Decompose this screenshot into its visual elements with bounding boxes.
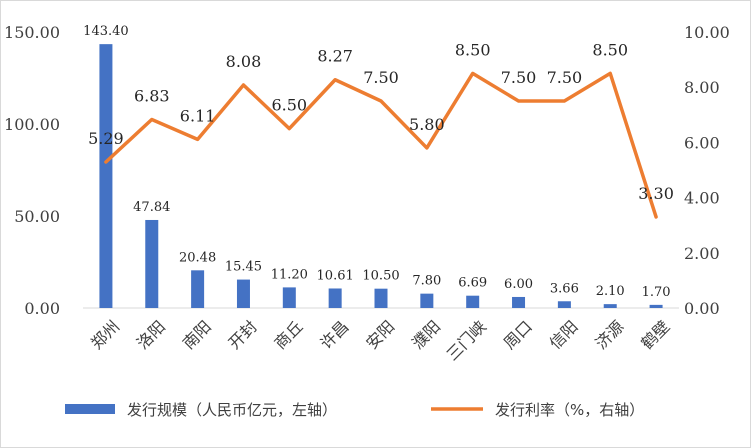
x-category-label: 鹤壁 xyxy=(637,317,673,353)
bar-data-label: 20.48 xyxy=(179,250,216,265)
x-category-label: 濮阳 xyxy=(408,317,444,353)
y-left-tick-label: 0.00 xyxy=(24,299,60,318)
x-category-label: 信阳 xyxy=(546,317,582,353)
x-category-label: 商丘 xyxy=(271,317,307,353)
bar-0 xyxy=(99,44,113,308)
line-data-label: 5.29 xyxy=(88,129,124,148)
y-left-tick-label: 100.00 xyxy=(4,115,60,134)
bar-data-label: 6.00 xyxy=(504,277,533,292)
x-category-label: 开封 xyxy=(225,317,261,353)
line-data-label: 8.50 xyxy=(455,40,491,59)
line-data-label: 7.50 xyxy=(363,68,399,87)
line-data-label: 8.50 xyxy=(592,40,628,59)
legend-bar-swatch xyxy=(65,404,115,414)
bar-data-label: 6.69 xyxy=(458,276,487,291)
line-data-label: 6.50 xyxy=(271,96,307,115)
x-category-label: 三门峡 xyxy=(443,317,490,364)
y-right-tick-label: 0.00 xyxy=(684,299,720,318)
y-left-tick-label: 150.00 xyxy=(4,23,60,42)
bar-5 xyxy=(328,288,342,308)
y-right-tick-label: 2.00 xyxy=(684,244,720,263)
bar-data-label: 15.45 xyxy=(225,260,262,275)
bar-3 xyxy=(236,279,250,308)
bar-data-label: 10.61 xyxy=(317,268,354,283)
y-right-tick-label: 8.00 xyxy=(684,78,720,97)
bar-data-label: 2.10 xyxy=(596,284,625,299)
line-data-label: 3.30 xyxy=(638,184,674,203)
line-data-label: 7.50 xyxy=(547,68,583,87)
bar-data-label: 11.20 xyxy=(271,267,308,282)
bar-data-label: 143.40 xyxy=(83,24,129,39)
bar-1 xyxy=(145,219,159,308)
line-data-label: 6.11 xyxy=(180,106,216,125)
bar-data-label: 10.50 xyxy=(362,269,399,284)
line-data-label: 7.50 xyxy=(501,68,537,87)
x-category-label: 郑州 xyxy=(87,317,123,353)
x-category-label: 南阳 xyxy=(179,317,215,353)
rate-line xyxy=(104,71,658,219)
bar-data-label: 1.70 xyxy=(642,285,671,300)
y-right-tick-label: 6.00 xyxy=(684,133,720,152)
bar-data-label: 7.80 xyxy=(412,274,441,289)
x-category-label: 洛阳 xyxy=(133,317,169,353)
y-right-tick-label: 10.00 xyxy=(684,23,730,42)
bar-4 xyxy=(282,287,296,308)
bar-data-label: 47.84 xyxy=(133,200,170,215)
line-data-label: 5.80 xyxy=(409,115,445,134)
line-data-label: 8.27 xyxy=(317,47,353,66)
line-data-label: 6.83 xyxy=(134,86,170,105)
legend-line-label: 发行利率（%，右轴） xyxy=(495,401,644,419)
x-category-label: 济源 xyxy=(591,317,627,353)
x-category-label: 周口 xyxy=(500,317,536,353)
bar-12 xyxy=(649,304,663,308)
y-left-tick-label: 50.00 xyxy=(14,207,60,226)
bar-6 xyxy=(374,288,388,308)
bar-11 xyxy=(603,304,617,308)
bar-7 xyxy=(420,293,434,308)
x-category-label: 许昌 xyxy=(316,317,352,353)
bar-data-label: 3.66 xyxy=(550,281,579,296)
line-data-label: 8.08 xyxy=(226,52,262,71)
bar-9 xyxy=(512,296,526,308)
bar-2 xyxy=(191,270,205,308)
y-right-tick-label: 4.00 xyxy=(684,189,720,208)
legend-bar-label: 发行规模（人民币亿元，左轴） xyxy=(127,401,337,419)
bar-8 xyxy=(466,295,480,308)
x-category-label: 安阳 xyxy=(362,317,398,353)
bar-10 xyxy=(557,301,571,308)
